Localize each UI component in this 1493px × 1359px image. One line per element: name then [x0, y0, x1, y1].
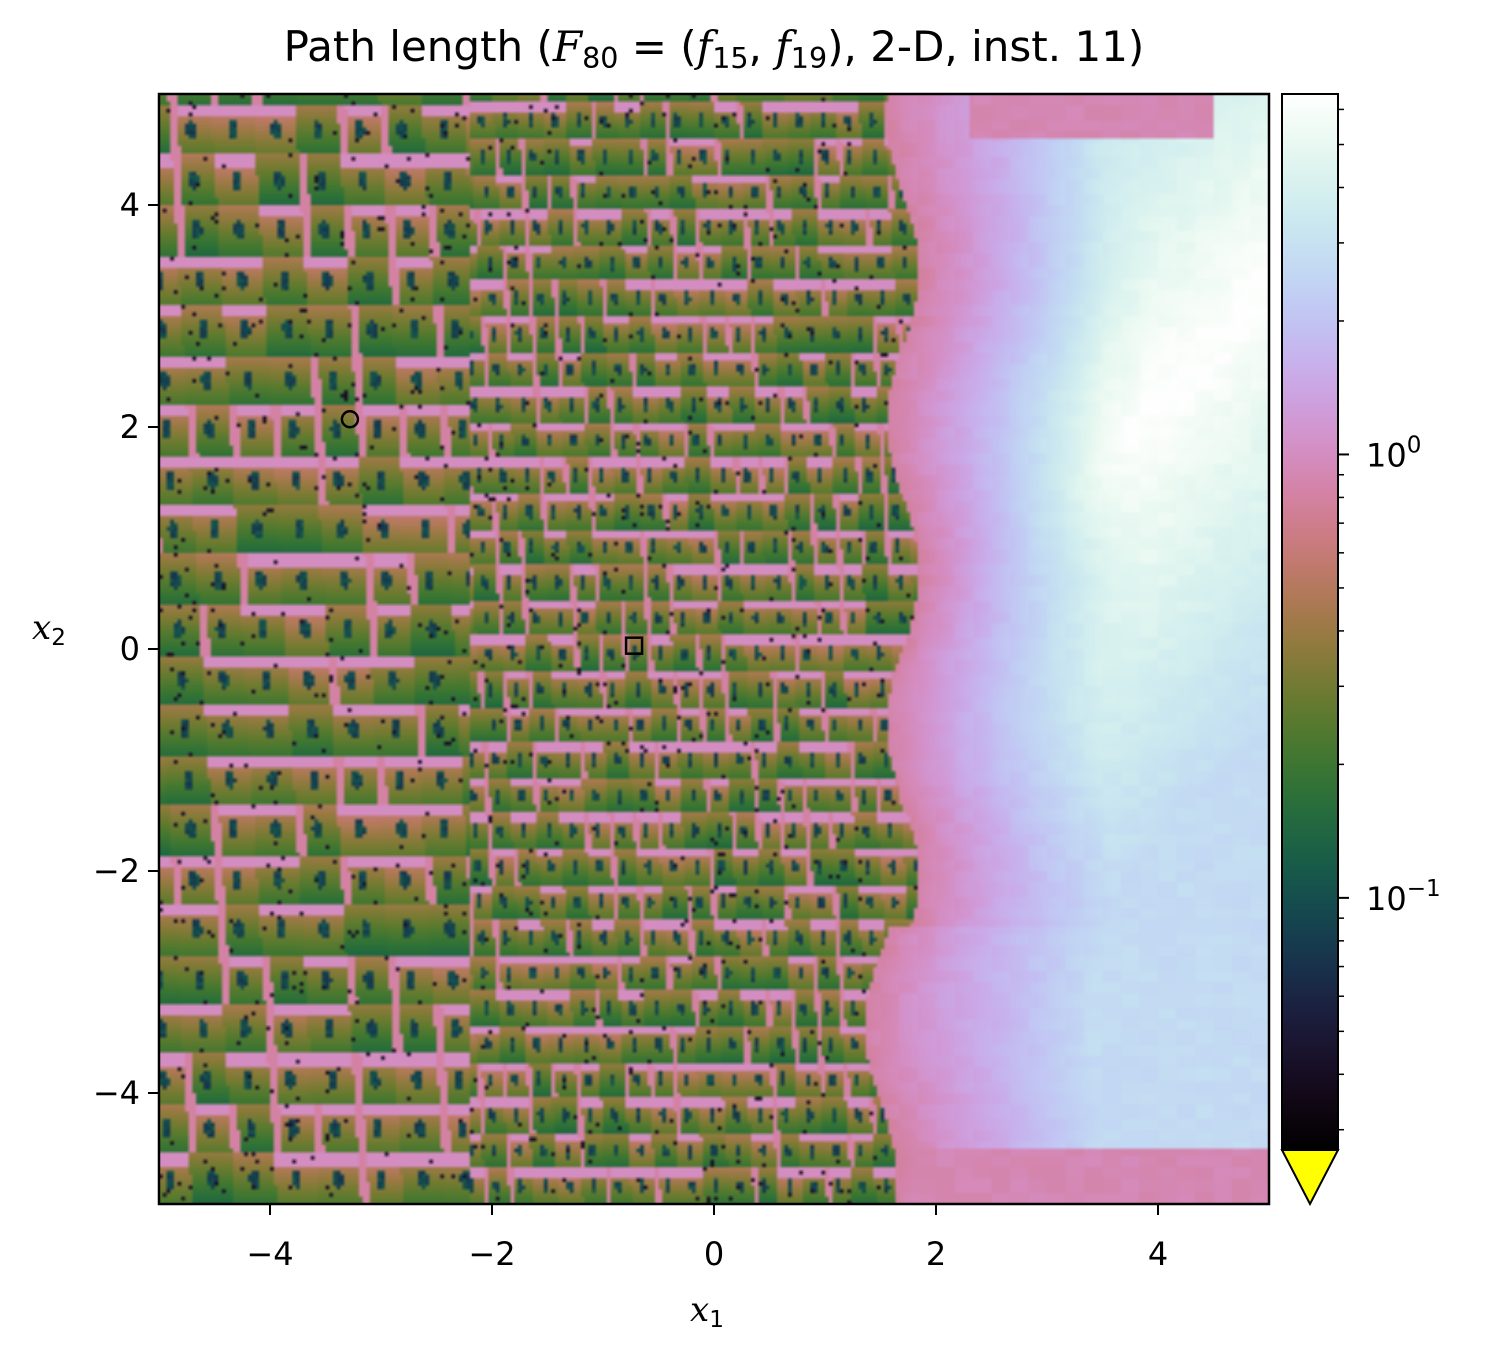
y-tick-label: 4: [120, 186, 140, 224]
chart-title: Path length (F80 = (f15, f19), 2-D, inst…: [283, 22, 1145, 76]
y-tick-label: −4: [93, 1074, 140, 1112]
colorbar: 10−1 100: [1280, 93, 1441, 1207]
marker-square: [624, 636, 644, 655]
colorbar-ticks: 10−1 100: [1338, 108, 1441, 1131]
colorbar-tick-label: 10−1: [1366, 876, 1441, 918]
colorbar-frame: [1281, 93, 1339, 1151]
markers: [340, 409, 644, 655]
x-tick-label: 0: [704, 1235, 724, 1273]
marker-circle: [340, 409, 360, 429]
y-tick-label: 2: [120, 408, 140, 446]
colorbar-gradient: [1282, 94, 1338, 1150]
y-axis-label: x2: [32, 608, 66, 651]
x-tick-label: 2: [926, 1235, 946, 1273]
heatmap-area: [159, 94, 1269, 1204]
x-axis: −4 −2 0 2 4: [246, 1204, 1168, 1273]
x-tick-label: 4: [1148, 1235, 1168, 1273]
x-tick-label: −4: [246, 1235, 293, 1273]
heatmap-image: [159, 94, 1269, 1204]
x-tick-label: −2: [468, 1235, 515, 1273]
colorbar-extend-min: [1280, 1149, 1340, 1207]
y-tick-label: 0: [120, 630, 140, 668]
y-axis: −4 −2 0 2 4: [93, 186, 159, 1112]
colorbar-tick-label: 100: [1366, 432, 1421, 474]
x-axis-label: x1: [690, 1290, 724, 1333]
y-tick-label: −2: [93, 852, 140, 890]
